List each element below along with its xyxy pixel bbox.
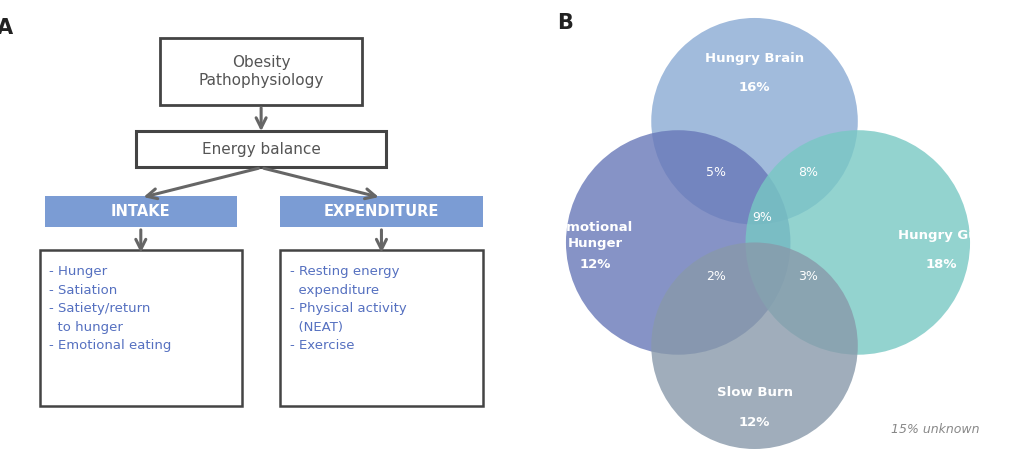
Text: A: A — [0, 18, 12, 38]
Text: 2%: 2% — [707, 270, 726, 282]
FancyBboxPatch shape — [281, 251, 482, 405]
Text: Emotional
Hunger: Emotional Hunger — [557, 221, 633, 250]
Circle shape — [651, 242, 858, 449]
Text: 8%: 8% — [799, 167, 818, 179]
FancyBboxPatch shape — [45, 196, 237, 227]
Text: Hungry Gut: Hungry Gut — [898, 229, 984, 242]
Text: 16%: 16% — [738, 81, 770, 94]
Text: 5%: 5% — [707, 167, 726, 179]
Circle shape — [745, 130, 970, 355]
Text: EXPENDITURE: EXPENDITURE — [324, 204, 439, 219]
Text: Energy balance: Energy balance — [202, 141, 321, 157]
Text: Slow Burn: Slow Burn — [717, 387, 793, 399]
FancyBboxPatch shape — [136, 131, 386, 167]
Text: 12%: 12% — [580, 259, 611, 271]
Circle shape — [566, 130, 791, 355]
Text: B: B — [557, 13, 572, 34]
Circle shape — [651, 18, 858, 225]
Text: Hungry Brain: Hungry Brain — [705, 52, 804, 65]
Text: 12%: 12% — [739, 416, 770, 428]
FancyBboxPatch shape — [40, 251, 242, 405]
Text: 18%: 18% — [925, 259, 956, 271]
Text: - Hunger
- Satiation
- Satiety/return
  to hunger
- Emotional eating: - Hunger - Satiation - Satiety/return to… — [49, 265, 172, 352]
FancyBboxPatch shape — [160, 38, 362, 105]
Text: Obesity
Pathophysiology: Obesity Pathophysiology — [199, 55, 324, 88]
Text: - Resting energy
  expenditure
- Physical activity
  (NEAT)
- Exercise: - Resting energy expenditure - Physical … — [290, 265, 407, 352]
Text: 15% unknown: 15% unknown — [891, 423, 979, 436]
FancyBboxPatch shape — [281, 196, 482, 227]
Text: 9%: 9% — [753, 211, 772, 224]
Text: 3%: 3% — [799, 270, 818, 282]
Text: INTAKE: INTAKE — [111, 204, 171, 219]
